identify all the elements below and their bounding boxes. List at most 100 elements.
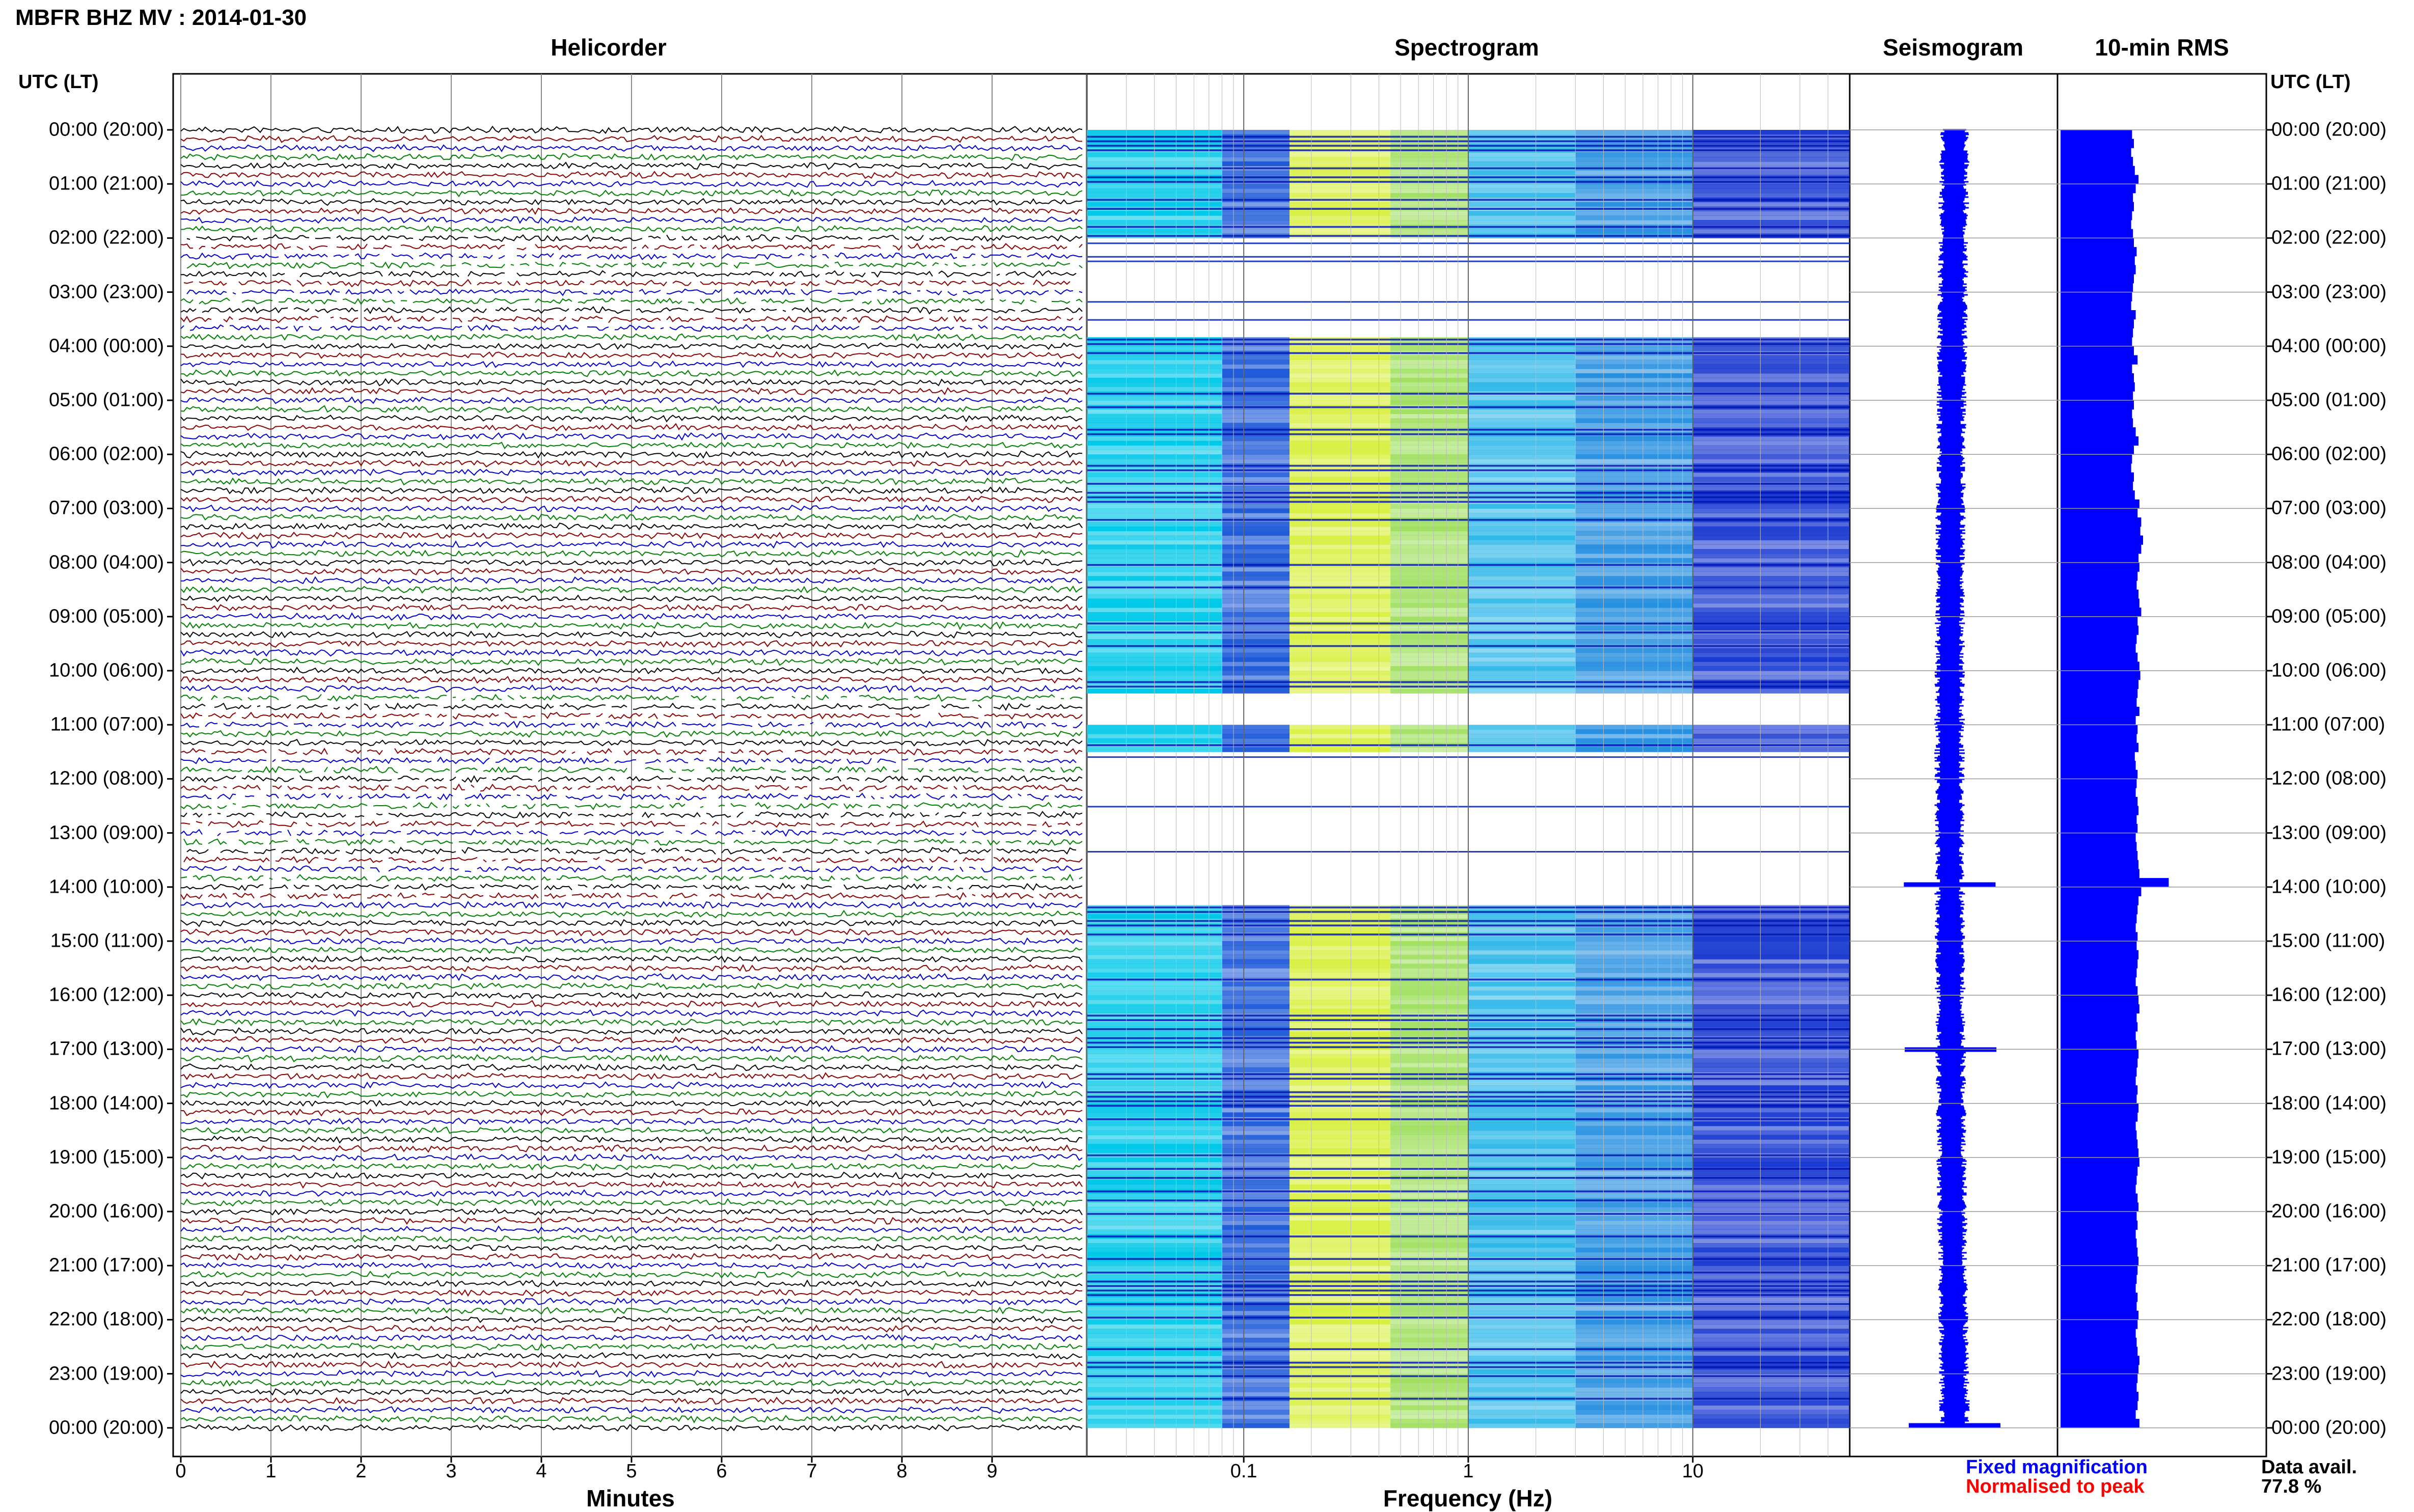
spectrogram-cell: [1290, 1239, 1391, 1244]
helicorder-trace: [180, 982, 1083, 990]
spectrogram-cell: [1692, 1239, 1850, 1244]
helicorder-trace: [180, 783, 1083, 792]
spectrogram-cell: [1222, 738, 1290, 744]
spectrogram-cell: [1468, 937, 1576, 942]
spectrogram-cell: [1468, 1000, 1576, 1005]
spectrogram-cell: [1468, 513, 1576, 518]
spectrogram-cell: [1290, 1004, 1391, 1009]
spectrogram-cell: [1222, 1004, 1290, 1009]
helicorder-xtick: 0: [175, 1461, 186, 1482]
spectrogram-cell: [1575, 486, 1693, 491]
spectrogram-cell: [1290, 1180, 1391, 1185]
spectrogram-cell: [1468, 652, 1576, 657]
helicorder-trace: [180, 1153, 1083, 1162]
spectrogram-cell: [1222, 441, 1290, 446]
helicorder-trace: [180, 540, 1083, 549]
spectrogram-cell: [1390, 553, 1468, 559]
rms-bar: [2061, 815, 2137, 824]
rms-bar: [2061, 914, 2137, 924]
spectrogram-cell: [1575, 1333, 1693, 1338]
spectrogram-cell: [1575, 170, 1693, 175]
spectrogram-cell: [1575, 477, 1693, 482]
spectrogram-cell: [1390, 959, 1468, 964]
spectrogram-cell: [1390, 1261, 1468, 1266]
rms-bar: [2061, 274, 2134, 284]
spectrogram-cell: [1575, 594, 1693, 599]
helicorder-trace: [180, 414, 1083, 423]
spectrogram-cell: [1575, 211, 1693, 216]
spectrogram-cell: [1575, 161, 1693, 167]
hour-label-left: 00:00 (20:00): [48, 119, 164, 141]
spectrogram-cell: [1222, 459, 1290, 464]
spectrogram-cell: [1290, 423, 1391, 428]
rms-bar: [2061, 193, 2133, 203]
spectrogram-cell: [1290, 170, 1391, 175]
spectrogram-cell: [1468, 1266, 1576, 1271]
spectrogram-cell: [1575, 193, 1693, 198]
spectrogram-cell: [1692, 521, 1850, 527]
rms-bar: [2061, 1085, 2138, 1095]
spectrogram-cell: [1468, 738, 1576, 744]
spectrogram-cell: [1692, 436, 1850, 442]
spectrogram-cell: [1468, 1220, 1576, 1226]
spectrogram-cell: [1222, 472, 1290, 477]
spectrogram-cell: [1692, 594, 1850, 599]
spectrogram-cell: [1222, 531, 1290, 536]
helicorder-trace: [180, 1027, 1083, 1035]
spectrogram-cell: [1290, 1337, 1391, 1343]
rms-bar: [2061, 220, 2131, 230]
rms-bar: [2061, 1121, 2136, 1131]
rms-bar: [2061, 796, 2138, 806]
spectrogram-cell: [1390, 152, 1468, 157]
spectrogram-cell: [1468, 1356, 1576, 1361]
spectrogram-xtick: 0.1: [1230, 1461, 1257, 1482]
rms-bar: [2061, 1067, 2137, 1077]
rms-bar: [2061, 725, 2138, 734]
spectrogram-cell: [1692, 220, 1850, 225]
spectrogram-cell: [1468, 414, 1576, 419]
spectrogram-cell: [1575, 1112, 1693, 1117]
rms-bar: [2061, 968, 2137, 978]
spectrogram-cell: [1290, 1351, 1391, 1356]
spectrogram-cell: [1222, 657, 1290, 662]
rms-bar: [2061, 418, 2133, 428]
spectrogram-cell: [1222, 1383, 1290, 1388]
spectrogram-cell: [1692, 414, 1850, 419]
spectrogram-cell: [1575, 157, 1693, 162]
spectrogram-cell: [1390, 193, 1468, 198]
rms-bar: [2061, 733, 2137, 744]
rms-bar: [2061, 427, 2136, 437]
spectrogram-cell: [1692, 608, 1850, 613]
spectrogram-cell: [1468, 211, 1576, 216]
helicorder-trace: [180, 892, 1083, 900]
spectrogram-cell: [1575, 1239, 1693, 1244]
spectrogram-cell: [1290, 400, 1391, 405]
spectrogram-cell: [1290, 666, 1391, 671]
helicorder-trace: [180, 225, 1083, 233]
spectrogram-cell: [1468, 1062, 1576, 1068]
spectrogram-cell: [1575, 1261, 1693, 1266]
rms-bar: [2061, 256, 2135, 265]
spectrogram-cell: [1290, 387, 1391, 392]
helicorder-trace: [180, 694, 1083, 702]
spectrogram-cell: [1390, 612, 1468, 617]
helicorder-trace: [180, 1306, 1083, 1315]
rms-bar: [2061, 706, 2139, 716]
spectrogram-cell: [1222, 193, 1290, 198]
spectrogram-cell: [1692, 130, 1850, 135]
spectrogram-cell: [1290, 1419, 1391, 1424]
helicorder-trace: [180, 1234, 1083, 1243]
spectrogram-cell: [1290, 616, 1391, 622]
helicorder-trace: [180, 1352, 1083, 1360]
spectrogram-cell: [1468, 486, 1576, 491]
spectrogram-cell: [1222, 1306, 1290, 1311]
spectrogram-cell: [1222, 986, 1290, 991]
spectrogram-cell: [1468, 1144, 1576, 1149]
spectrogram-cell: [1692, 662, 1850, 667]
spectrogram-cell: [1290, 508, 1391, 513]
spectrogram-cell: [1390, 747, 1468, 752]
spectrogram-cell: [1468, 1180, 1576, 1185]
spectrogram-cell: [1692, 675, 1850, 680]
spectrogram-cell: [1290, 486, 1391, 491]
spectrogram-cell: [1468, 346, 1576, 351]
